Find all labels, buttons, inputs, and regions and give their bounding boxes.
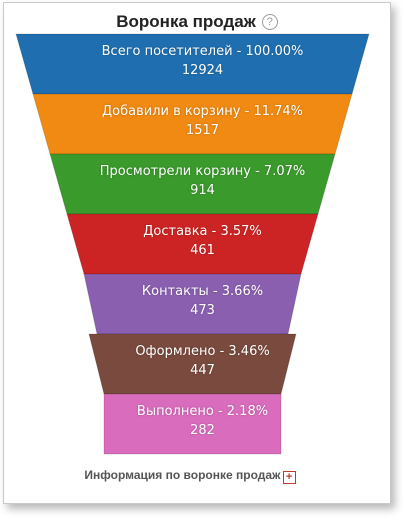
stage-count: 447 — [190, 363, 215, 378]
stage-label: Контакты - 3.66% — [141, 284, 264, 299]
stage-count: 473 — [190, 303, 215, 318]
stage-label: Всего посетителей - 100.00% — [101, 44, 304, 59]
funnel-segment — [103, 393, 282, 455]
stage-count: 282 — [190, 423, 215, 438]
funnel-stage-delivery[interactable]: Доставка - 3.57% 461 — [0, 213, 405, 275]
stage-count: 461 — [190, 243, 215, 258]
stage-count: 1517 — [185, 123, 220, 138]
question-circle-icon[interactable]: ? — [261, 14, 278, 30]
stage-count: 12924 — [181, 63, 224, 78]
funnel-stage-ordered[interactable]: Оформлено - 3.46% 447 — [0, 333, 405, 395]
stage-label: Просмотрели корзину - 7.07% — [99, 164, 306, 179]
stage-label: Оформлено - 3.46% — [135, 344, 270, 359]
funnel-stage-completed[interactable]: Выполнено - 2.18% 282 — [0, 393, 405, 455]
expand-plus-icon[interactable]: + — [282, 471, 296, 484]
footer-label: Информация по воронке продаж — [84, 468, 281, 482]
stage-label: Добавили в корзину - 11.74% — [101, 104, 304, 119]
stage-label: Доставка - 3.57% — [143, 224, 262, 239]
funnel-stage-contacts[interactable]: Контакты - 3.66% 473 — [0, 273, 405, 335]
stage-label: Выполнено - 2.18% — [136, 404, 269, 419]
widget-header: Воронка продаж ? — [4, 11, 390, 33]
funnel-stage-visitors[interactable]: Всего посетителей - 100.00% 12924 — [0, 33, 405, 95]
stage-count: 914 — [190, 183, 215, 198]
funnel-info-link[interactable]: Информация по воронке продаж + — [0, 468, 380, 484]
widget-title: Воронка продаж — [116, 12, 256, 31]
funnel-stage-viewed-cart[interactable]: Просмотрели корзину - 7.07% 914 — [0, 153, 405, 215]
funnel-stage-added-to-cart[interactable]: Добавили в корзину - 11.74% 1517 — [0, 93, 405, 155]
